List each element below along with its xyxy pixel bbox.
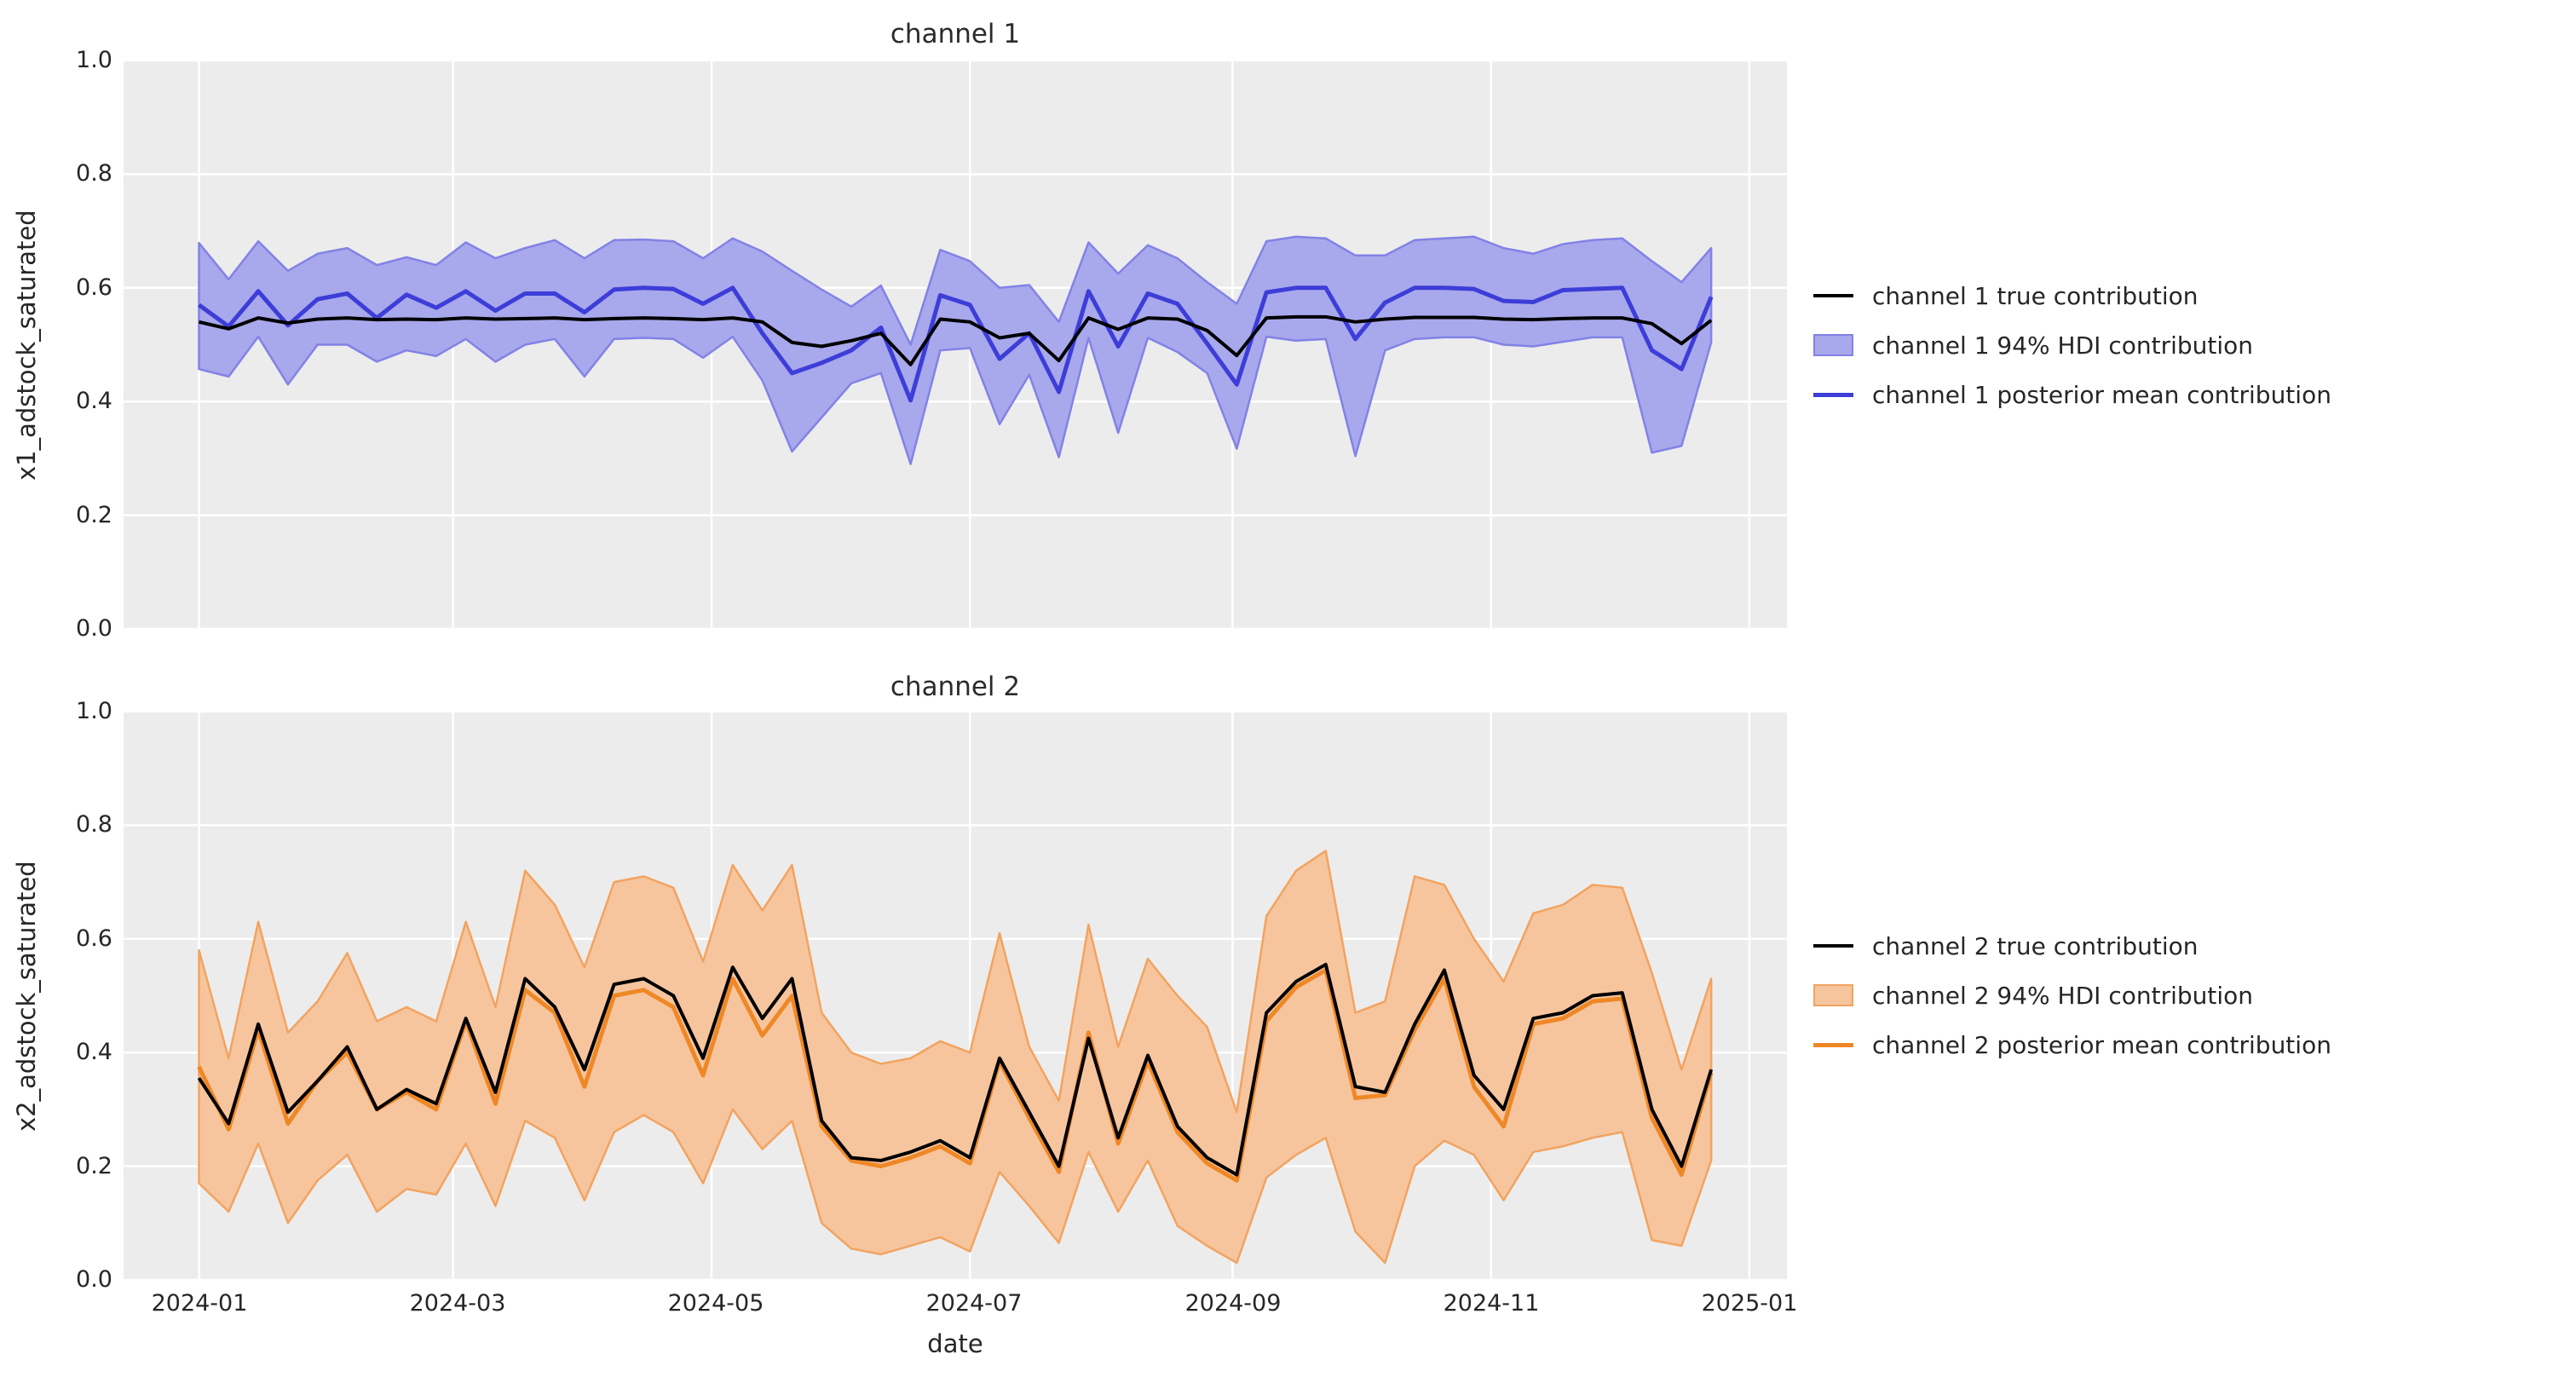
legend-item-true: channel 1 true contribution [1813,271,2331,320]
chart2-ytick: 0.2 [76,1152,112,1179]
chart1-ytick: 0.0 [76,614,112,642]
x-axis-label: date [927,1329,983,1358]
xtick: 2025-01 [1701,1290,1798,1317]
chart1-ytick: 0.2 [76,501,112,528]
chart2-ytick: 0.8 [76,810,112,838]
chart2-title: channel 2 [890,671,1021,702]
legend-item-posterior-mean: channel 2 posterior mean contribution [1813,1020,2331,1069]
xtick: 2024-07 [925,1290,1023,1317]
legend-label: channel 2 94% HDI contribution [1872,981,2254,1010]
legend-label: channel 1 true contribution [1872,281,2199,310]
blue-line-swatch-icon [1813,392,1853,397]
black-line-swatch-icon [1813,294,1853,297]
chart2-ytick: 0.4 [76,1038,112,1065]
xtick: 2024-01 [151,1290,248,1317]
black-line-swatch-icon [1813,944,1853,948]
xtick: 2024-03 [409,1290,506,1317]
chart1-ytick: 1.0 [76,46,112,73]
orange-patch-swatch-icon [1813,984,1853,1006]
chart1-legend: channel 1 true contribution channel 1 94… [1813,271,2331,419]
legend-item-true: channel 2 true contribution [1813,921,2331,971]
chart2-legend: channel 2 true contribution channel 2 94… [1813,921,2331,1069]
xtick: 2024-09 [1184,1290,1282,1317]
legend-item-posterior-mean: channel 1 posterior mean contribution [1813,370,2331,419]
chart2-ytick: 1.0 [76,697,112,724]
chart1-y-axis-label: x1_adstock_saturated [12,210,41,481]
xtick: 2024-05 [667,1290,764,1317]
chart2-ytick: 0.6 [76,925,112,952]
chart2-y-axis-label: x2_adstock_saturated [12,861,41,1132]
orange-line-swatch-icon [1813,1042,1853,1047]
legend-label: channel 2 posterior mean contribution [1872,1030,2331,1059]
chart1-ytick: 0.6 [76,274,112,301]
legend-label: channel 1 posterior mean contribution [1872,380,2331,409]
channel-2-plot-area [124,712,1787,1280]
chart1-ytick: 0.8 [76,159,112,187]
chart1-title: channel 1 [890,19,1021,49]
chart1-ytick: 0.4 [76,387,112,414]
chart2-ytick: 0.0 [76,1265,112,1293]
legend-item-hdi: channel 1 94% HDI contribution [1813,320,2331,370]
blue-patch-swatch-icon [1813,334,1853,356]
legend-label: channel 1 94% HDI contribution [1872,331,2254,360]
legend-label: channel 2 true contribution [1872,931,2199,960]
xtick: 2024-11 [1443,1290,1540,1317]
legend-item-hdi: channel 2 94% HDI contribution [1813,971,2331,1020]
channel-1-plot-area [124,61,1787,629]
